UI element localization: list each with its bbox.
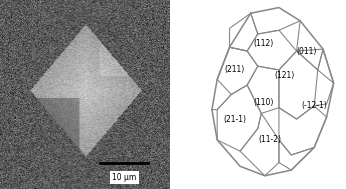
Text: 10 μm: 10 μm <box>112 173 137 182</box>
Text: (11-2): (11-2) <box>258 135 282 144</box>
Text: (110): (110) <box>254 98 274 107</box>
Text: (011): (011) <box>296 46 317 56</box>
Text: (112): (112) <box>254 39 274 48</box>
Text: (-12-1): (-12-1) <box>301 101 327 110</box>
Text: (211): (211) <box>225 65 245 74</box>
Text: (121): (121) <box>274 71 294 80</box>
Text: (21-1): (21-1) <box>223 115 246 124</box>
